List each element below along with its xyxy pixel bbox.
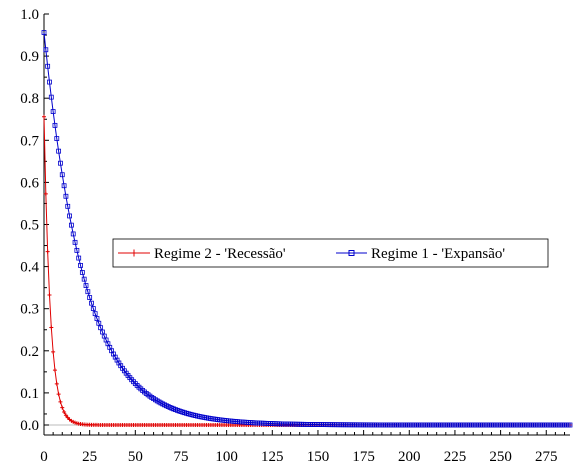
- data-point-regime-2: [49, 325, 54, 330]
- series-regime-2: [42, 114, 572, 427]
- legend-label-regime-1: Regime 1 - 'Expansão': [371, 246, 505, 262]
- data-point-regime-1: [47, 79, 52, 85]
- data-point-regime-1: [81, 276, 87, 282]
- data-point-regime-1: [85, 289, 91, 295]
- x-tick-label-8: 200: [398, 449, 421, 465]
- data-point-regime-2: [62, 409, 67, 414]
- data-point-regime-1: [41, 30, 47, 35]
- data-point-regime-2: [54, 381, 59, 386]
- data-point-regime-1: [94, 316, 100, 321]
- data-point-regime-1: [63, 193, 69, 199]
- data-point-regime-2: [58, 399, 63, 404]
- legend-box: [112, 238, 549, 268]
- data-point-regime-2: [52, 368, 57, 373]
- data-point-regime-1: [78, 263, 83, 268]
- y-tick-label-6: 0.6: [20, 175, 39, 191]
- data-point-regime-1: [96, 320, 102, 326]
- data-point-regime-1: [56, 148, 62, 154]
- x-tick-label-2: 50: [128, 449, 143, 465]
- data-point-regime-1: [87, 295, 93, 300]
- legend-marker-regime-2: [130, 249, 138, 257]
- legend: Regime 2 - 'Recessão' Regime 1 - 'Expans…: [112, 238, 549, 268]
- legend-label-regime-2: Regime 2 - 'Recessão': [154, 246, 286, 262]
- series-layer: [41, 30, 573, 428]
- series-regime-1: [41, 30, 573, 428]
- series-line-0: [43, 116, 570, 426]
- data-point-regime-1: [76, 255, 82, 261]
- y-tick-label-1: 0.1: [20, 386, 39, 402]
- data-point-regime-1: [65, 203, 71, 209]
- axes: 0.0 0.1 0.2 0.3 0.4 0.5 0.6 0.7 0.8 0.9 1.0 0 25 50 75…: [20, 7, 570, 465]
- x-tick-label-7: 175: [352, 449, 375, 465]
- data-point-regime-1: [54, 136, 60, 141]
- data-point-regime-2: [47, 292, 52, 297]
- y-tick-label-5: 0.5: [20, 218, 39, 234]
- x-tick-label-6: 150: [307, 449, 330, 465]
- x-tick-label-1: 25: [82, 449, 97, 465]
- data-point-regime-2: [60, 405, 65, 410]
- y-tick-label-7: 0.7: [20, 133, 39, 149]
- data-point-regime-1: [89, 300, 94, 306]
- legend-marker-regime-1: [348, 250, 355, 256]
- x-tick-label-11: 275: [535, 449, 558, 465]
- data-point-regime-1: [567, 422, 573, 428]
- data-point-regime-1: [74, 247, 80, 253]
- data-point-regime-1: [61, 183, 67, 189]
- data-point-regime-2: [63, 413, 68, 418]
- y-tick-label-9: 0.9: [20, 49, 39, 65]
- data-point-regime-2: [45, 249, 50, 254]
- data-point-regime-1: [52, 122, 58, 128]
- x-tick-label-3: 75: [173, 449, 188, 465]
- x-tick-label-10: 250: [489, 449, 512, 465]
- data-point-regime-1: [43, 47, 49, 53]
- y-tick-label-10: 1.0: [20, 7, 39, 23]
- data-point-regime-1: [45, 63, 51, 69]
- x-tick-label-5: 125: [261, 449, 284, 465]
- data-point-regime-1: [92, 311, 98, 317]
- data-point-regime-1: [59, 172, 65, 178]
- x-tick-label-0: 0: [40, 449, 48, 465]
- data-point-regime-2: [56, 392, 61, 397]
- y-tick-label-0: 0.0: [20, 418, 39, 434]
- data-point-regime-1: [48, 94, 54, 100]
- data-point-regime-1: [83, 283, 89, 288]
- data-point-regime-1: [50, 109, 56, 114]
- x-tick-label-9: 225: [444, 449, 467, 465]
- data-point-regime-2: [43, 191, 48, 196]
- y-tick-label-3: 0.3: [20, 302, 39, 318]
- data-point-regime-1: [68, 222, 74, 228]
- y-tick-label-2: 0.2: [20, 344, 39, 360]
- data-point-regime-1: [79, 270, 85, 275]
- data-point-regime-1: [58, 160, 63, 166]
- data-point-regime-1: [70, 231, 76, 237]
- y-tick-label-8: 0.8: [20, 91, 39, 107]
- y-tick-label-4: 0.4: [20, 260, 39, 276]
- data-point-regime-2: [51, 349, 56, 354]
- data-point-regime-1: [67, 213, 72, 219]
- data-point-regime-1: [90, 306, 96, 311]
- data-point-regime-1: [72, 239, 78, 245]
- x-tick-label-4: 100: [215, 449, 238, 465]
- data-point-regime-2: [42, 114, 46, 119]
